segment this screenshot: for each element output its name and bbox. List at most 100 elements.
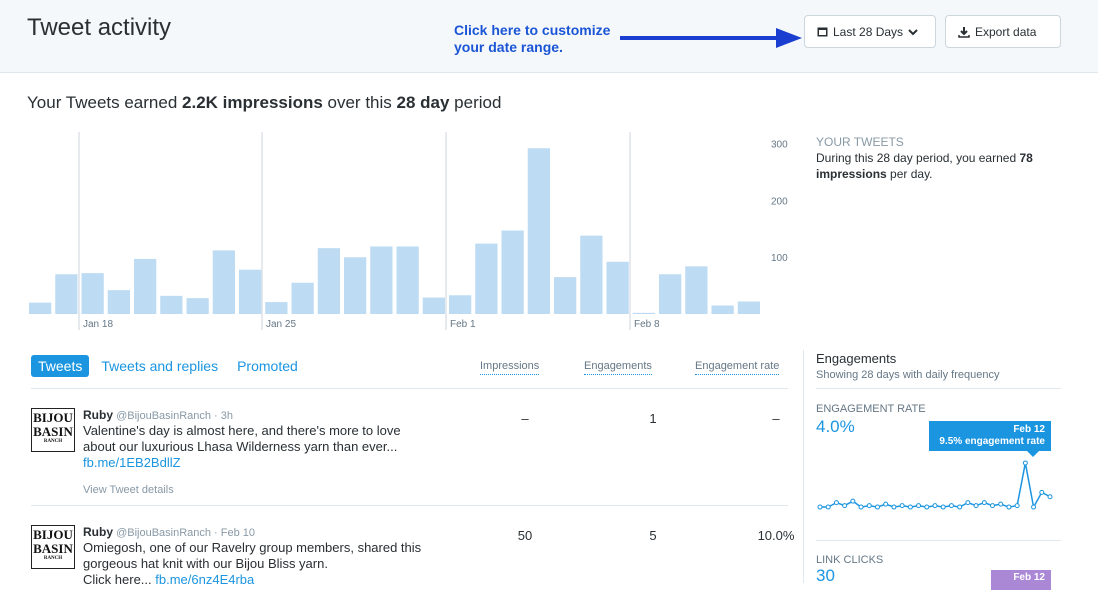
sparkline-point[interactable] (858, 504, 864, 510)
sparkline-point[interactable] (1014, 503, 1020, 509)
summary-impressions: 2.2K impressions (182, 93, 323, 112)
sparkline-point[interactable] (1031, 504, 1037, 510)
chart-bar[interactable] (449, 295, 472, 314)
chart-bar[interactable] (527, 148, 550, 314)
sparkline-point[interactable] (891, 504, 897, 510)
tweet-line-3-prefix: Click here... (83, 572, 156, 587)
chart-bar[interactable] (239, 269, 262, 314)
chart-bar[interactable] (344, 257, 367, 314)
sparkline-point[interactable] (907, 504, 913, 510)
chart-bar[interactable] (134, 258, 157, 314)
engagement-tooltip: Feb 12 9.5% engagement rate (929, 421, 1051, 457)
download-icon (958, 26, 970, 38)
logo-text-mid: BASIN (33, 424, 73, 439)
engagement-rate-label: ENGAGEMENT RATE (816, 403, 926, 415)
chart-bar[interactable] (580, 235, 603, 314)
chart-bar[interactable] (737, 301, 760, 314)
column-engagement-rate[interactable]: Engagement rate (695, 360, 780, 375)
chart-bar[interactable] (55, 274, 78, 314)
tweet-line-1: Omiegosh, one of our Ravelry group membe… (83, 540, 422, 555)
engagements-subtitle: Showing 28 days with daily frequency (816, 369, 1000, 381)
tab-promoted[interactable]: Promoted (237, 358, 298, 374)
tab-tweets[interactable]: Tweets (31, 355, 90, 377)
x-tick-label: Jan 18 (83, 319, 113, 330)
sparkline-point[interactable] (924, 504, 930, 510)
chart-bar[interactable] (212, 250, 235, 314)
sparkline-point[interactable] (825, 504, 831, 510)
tooltip-text: 9.5% engagement rate (939, 436, 1045, 447)
chart-bar[interactable] (370, 246, 393, 314)
tweet-engagements: 5 (649, 528, 657, 543)
tooltip-date: Feb 12 (1013, 424, 1045, 435)
sparkline-point[interactable] (998, 501, 1004, 507)
sparkline-point[interactable] (948, 503, 954, 509)
your-tweets-title: YOUR TWEETS (816, 135, 904, 149)
tweet-link[interactable]: fb.me/6nz4E4rba (155, 572, 255, 587)
logo-text-bottom: RANCH (43, 556, 63, 561)
tweet-meta: @BijouBasinRanch · 3h (116, 410, 234, 422)
sparkline-point[interactable] (833, 500, 839, 506)
chart-bar[interactable] (396, 246, 419, 314)
sparkline-point[interactable] (1039, 489, 1045, 495)
chart-bar[interactable] (29, 302, 52, 314)
sparkline-point[interactable] (866, 503, 872, 509)
export-data-button[interactable]: Export data (945, 15, 1061, 48)
sparkline-point[interactable] (850, 498, 856, 504)
sparkline-point[interactable] (916, 503, 922, 509)
sparkline-point[interactable] (940, 504, 946, 510)
sparkline-point[interactable] (883, 501, 889, 507)
sparkline-point[interactable] (990, 503, 995, 509)
chart-bar[interactable] (554, 277, 577, 314)
logo-text-top: BIJOU (33, 527, 73, 542)
sparkline-point[interactable] (932, 503, 938, 509)
tab-tweets-and-replies[interactable]: Tweets and replies (101, 358, 219, 374)
sparkline-point[interactable] (1047, 494, 1053, 500)
column-engagements[interactable]: Engagements (584, 360, 652, 375)
annotation-line-1: Click here to customize (454, 22, 611, 38)
chart-bar[interactable] (107, 290, 130, 314)
engagement-rate-sparkline (817, 460, 1053, 510)
your-tweets-value: 78 impressions (816, 151, 1033, 181)
tweet-engagement-rate: 10.0% (757, 528, 795, 543)
chart-bar[interactable] (186, 298, 209, 314)
chart-bar[interactable] (711, 305, 734, 314)
chart-bar[interactable] (160, 295, 183, 314)
sparkline-point[interactable] (981, 500, 987, 506)
sparkline-point[interactable] (875, 504, 880, 510)
chart-bar[interactable] (632, 312, 655, 314)
sparkline-point[interactable] (899, 503, 905, 509)
tweet-link[interactable]: fb.me/1EB2BdllZ (83, 455, 181, 470)
sparkline-point[interactable] (842, 503, 848, 509)
engagement-rate-value: 4.0% (816, 417, 855, 436)
sparkline-point[interactable] (965, 500, 971, 506)
chart-bar[interactable] (422, 297, 445, 314)
chart-bar[interactable] (291, 282, 314, 314)
impressions-summary: Your Tweets earned 2.2K impressions over… (27, 93, 501, 113)
tweet-row[interactable]: BIJOU BASIN RANCH Ruby @BijouBasinRanch … (31, 408, 788, 498)
column-impressions[interactable]: Impressions (480, 360, 540, 375)
your-tweets-text-suffix: per day. (886, 167, 933, 181)
chart-bar[interactable] (81, 273, 104, 314)
sparkline-point[interactable] (957, 504, 963, 510)
sparkline-point[interactable] (1022, 460, 1028, 466)
sparkline-point[interactable] (973, 503, 979, 509)
chart-bar[interactable] (265, 302, 288, 314)
date-range-button[interactable]: Last 28 Days (804, 15, 936, 48)
chart-bar[interactable] (606, 261, 629, 314)
chart-bar[interactable] (685, 266, 708, 314)
table-divider (31, 388, 788, 389)
tweet-text: Omiegosh, one of our Ravelry group membe… (83, 540, 423, 588)
tweet-impressions: 50 (517, 528, 533, 543)
sparkline-point[interactable] (1006, 504, 1012, 510)
tweet-author[interactable]: Ruby (83, 408, 113, 422)
chart-bar[interactable] (475, 243, 498, 314)
tweet-author[interactable]: Ruby (83, 525, 113, 539)
chart-bar[interactable] (317, 248, 340, 314)
view-tweet-details-link[interactable]: View Tweet details (83, 484, 174, 496)
x-tick-label: Feb 8 (634, 319, 660, 330)
chart-bar[interactable] (501, 230, 524, 314)
sparkline-point[interactable] (817, 504, 823, 510)
tweet-row[interactable]: BIJOU BASIN RANCH Ruby @BijouBasinRanch … (31, 525, 794, 588)
tweet-header: Ruby @BijouBasinRanch · 3h (83, 408, 233, 422)
chart-bar[interactable] (659, 274, 682, 314)
